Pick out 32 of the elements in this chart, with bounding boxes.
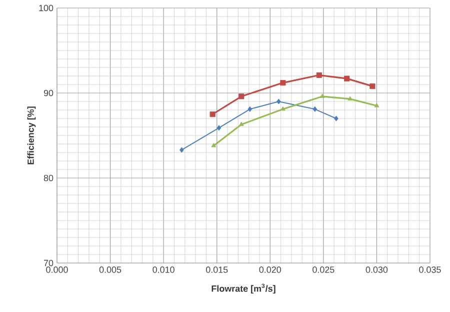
- x-tick-label: 0.035: [419, 266, 441, 273]
- x-tick-label: 0.025: [312, 266, 334, 273]
- x-tick-label: 0.005: [99, 266, 122, 273]
- point: [210, 111, 216, 118]
- x-tick-label: 0.030: [366, 266, 388, 273]
- point: [238, 122, 244, 126]
- y-tick-label: 100: [39, 4, 54, 12]
- point: [316, 72, 322, 78]
- point: [344, 76, 350, 82]
- point: [280, 106, 286, 111]
- x-tick-label: 0.015: [206, 266, 228, 273]
- point: [211, 142, 216, 148]
- x-tick-label: 0.010: [152, 266, 174, 273]
- point: [312, 106, 318, 112]
- point: [320, 94, 325, 98]
- point: [248, 106, 252, 112]
- y-tick-label: 80: [44, 174, 54, 182]
- point: [180, 147, 184, 153]
- y-tick-label: 70: [44, 260, 54, 266]
- y-axis-title: Efficiency [%]: [27, 106, 36, 164]
- y-tick-label: 90: [44, 90, 54, 96]
- point: [370, 83, 376, 89]
- point: [238, 94, 244, 100]
- x-axis-title: Flowrate [m$^{3}$/s]: [212, 284, 276, 294]
- x-tick-label: 0.020: [259, 266, 282, 273]
- point: [276, 98, 281, 104]
- x-tick-label: 0.000: [46, 266, 68, 273]
- point: [334, 116, 338, 122]
- point: [216, 125, 222, 131]
- point: [280, 80, 286, 86]
- point: [374, 102, 380, 108]
- point: [348, 96, 353, 100]
